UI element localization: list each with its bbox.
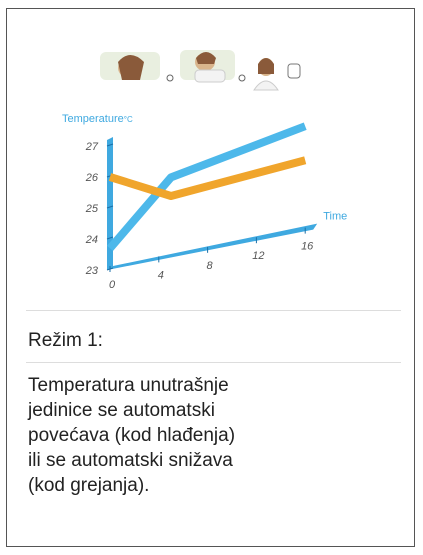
y-tick-label: 26 [85,172,99,184]
y-tick-label: 23 [85,265,99,277]
x-tick-label: 16 [301,241,314,253]
text-line: Temperatura unutrašnje [28,373,235,398]
y-axis-title: Temperature [62,113,124,125]
x-tick-label: 12 [252,250,264,262]
x-tick-label: 8 [207,260,214,272]
chart: 23 24 25 26 27 0 4 8 12 16 Temperature°C Time [0,0,423,310]
separator [26,362,401,363]
sleep-illustration [100,50,300,90]
y-axis-unit: °C [124,115,133,124]
text-line: jedinice se automatski [28,398,235,423]
y-tick-label: 24 [85,234,98,246]
x-tick-label: 4 [158,269,164,281]
x-axis-label: Time [323,211,347,223]
page: {"chart_data": {"type": "line", "ylabel"… [0,0,423,555]
y-tick-label: 27 [85,141,99,153]
text-line: povećava (kod hlađenja) [28,423,235,448]
text-line: (kod grejanja). [28,473,235,498]
text-line: ili se automatski snižava [28,448,235,473]
x-tick-label: 0 [109,279,116,291]
y-tick-label: 25 [85,203,99,215]
y-axis-label: Temperature°C [62,113,133,125]
separator [26,310,401,311]
mode-title: Režim 1: [28,330,103,352]
